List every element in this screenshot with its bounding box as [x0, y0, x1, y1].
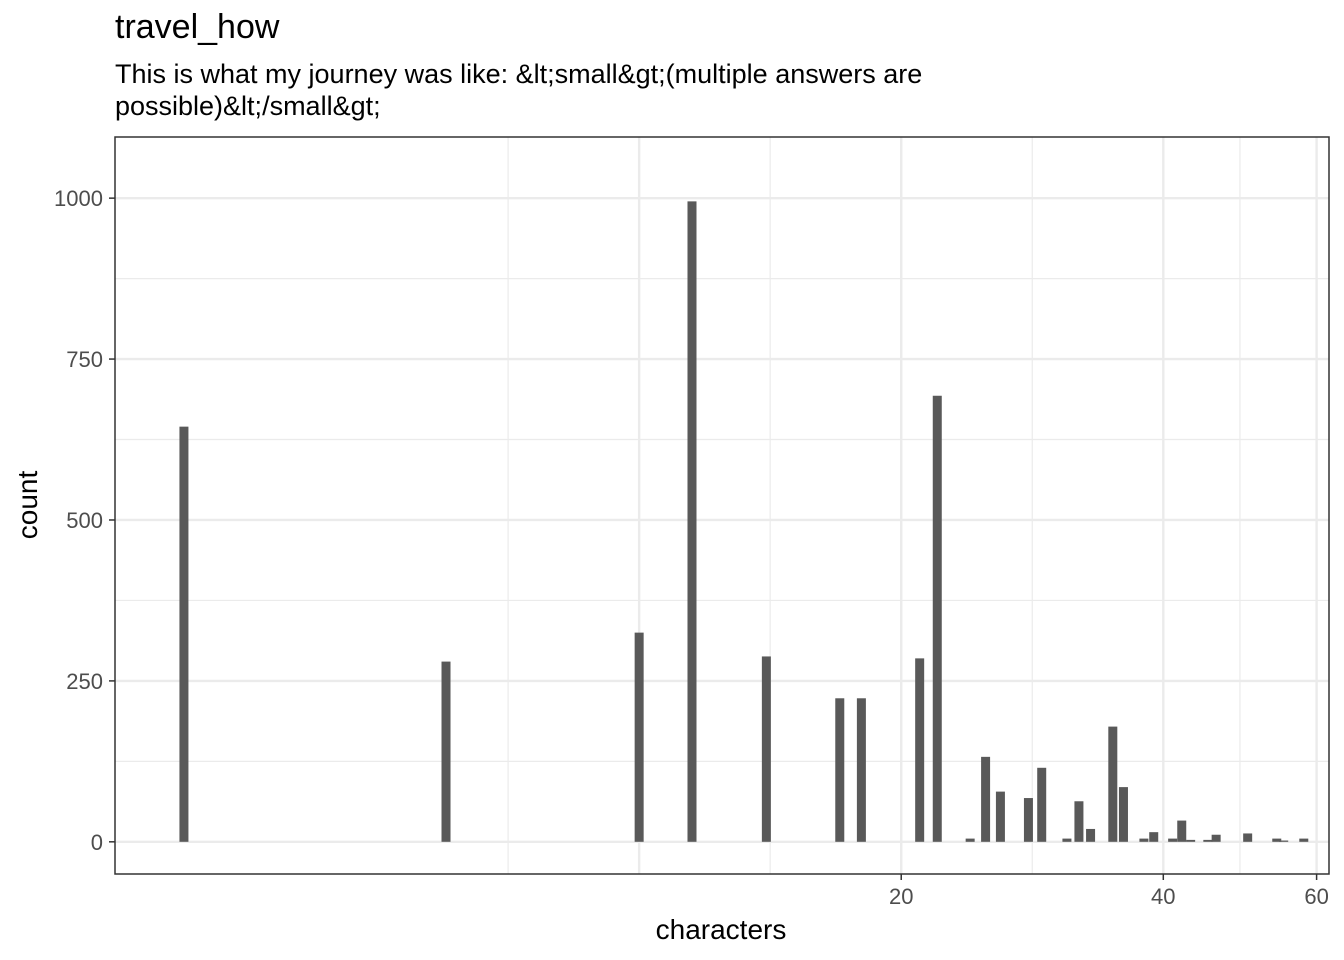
bar — [932, 395, 942, 842]
x-tick-label: 20 — [889, 884, 913, 909]
y-axis: 0 250 500 750 1000 — [54, 186, 115, 855]
bar — [1299, 838, 1309, 842]
bar — [915, 658, 925, 842]
bar — [965, 838, 975, 842]
x-axis: 20 40 60 — [889, 874, 1329, 909]
y-tick-label: 750 — [66, 347, 103, 372]
chart-subtitle: This is what my journey was like: &lt;sm… — [115, 59, 923, 121]
x-axis-title: characters — [656, 914, 787, 945]
bar — [1074, 801, 1084, 842]
bar — [1139, 838, 1149, 842]
plot-border — [114, 136, 1330, 875]
bar — [1168, 838, 1178, 842]
bar — [1272, 838, 1282, 842]
y-tick-label: 250 — [66, 669, 103, 694]
bar — [995, 791, 1005, 842]
bar — [1211, 834, 1221, 842]
bar — [1203, 839, 1213, 842]
bar — [179, 426, 189, 842]
bar — [981, 756, 991, 842]
bar — [634, 632, 644, 842]
bar — [761, 656, 771, 842]
plot-background — [115, 137, 1329, 874]
x-tick-label: 60 — [1304, 884, 1328, 909]
bar — [1186, 839, 1196, 842]
y-tick-label: 500 — [66, 508, 103, 533]
bar — [1023, 798, 1033, 842]
bar — [835, 698, 845, 842]
bar — [1037, 767, 1047, 842]
y-tick-label: 0 — [91, 830, 103, 855]
chart-title: travel_how — [115, 8, 280, 46]
bar — [1177, 820, 1187, 842]
bar — [856, 698, 866, 842]
bar — [687, 201, 697, 842]
bar — [1086, 828, 1096, 842]
bar — [1108, 726, 1118, 842]
x-tick-label: 40 — [1151, 884, 1175, 909]
bars — [179, 201, 1309, 842]
y-tick-label: 1000 — [54, 186, 103, 211]
grid-minor — [115, 137, 1329, 874]
bar — [1118, 787, 1128, 842]
bar — [1062, 838, 1072, 842]
bar — [441, 661, 451, 842]
bar — [1279, 840, 1289, 842]
bar — [1243, 833, 1253, 842]
y-axis-title: count — [12, 471, 43, 540]
bar — [1149, 832, 1159, 842]
